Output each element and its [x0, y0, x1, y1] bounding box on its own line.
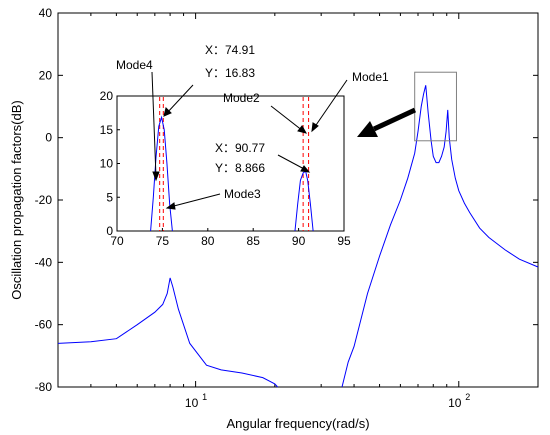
- annotation-arrows: [151, 71, 348, 210]
- x-axis-label: Angular frequency(rad/s): [226, 416, 369, 431]
- inset-x-tick-label: 70: [110, 234, 124, 248]
- x-tick-label: 10: [448, 396, 462, 410]
- x-tick-label-exponent: 2: [465, 392, 470, 402]
- arrow-mode1-head: [311, 122, 319, 133]
- inset-x-tick-label: 95: [337, 234, 351, 248]
- arrow-mode1: [313, 79, 348, 129]
- inset-y-tick-label: 10: [100, 157, 114, 171]
- arrow-mode2-head: [297, 125, 308, 134]
- arrow-peak2: [277, 154, 307, 171]
- arrow-mode4: [151, 71, 157, 178]
- inset-y-tick-label: 15: [100, 123, 114, 137]
- arrow-mode4-head: [152, 171, 160, 182]
- inset-curve-group: [150, 115, 314, 232]
- arrow-mode3: [169, 193, 221, 208]
- selection-box: [414, 71, 457, 142]
- inset-x-tick-label: 80: [201, 234, 215, 248]
- mode3-label: Mode3: [224, 187, 261, 201]
- inset-y-tick-label: 20: [100, 89, 114, 103]
- y-tick-label: 0: [45, 131, 52, 145]
- inset-peak-line-1: [294, 170, 314, 232]
- inset-x-tick-label: 90: [292, 234, 306, 248]
- arrow-peak1: [165, 84, 194, 115]
- arrow-peak1-head: [163, 107, 172, 117]
- inset-y-tick-label: 5: [106, 190, 113, 204]
- x-tick-label-exponent: 1: [202, 392, 207, 402]
- peak2-x-label: X：90.77: [215, 141, 265, 155]
- inset-peak-line-0: [150, 115, 173, 232]
- inset-x-tick-label: 75: [156, 234, 170, 248]
- main-series-line-0: [57, 277, 279, 388]
- zoom-arrow-head: [357, 121, 378, 137]
- y-tick-label: -40: [35, 255, 53, 269]
- peak1-x-label: X：74.91: [205, 43, 255, 57]
- arrow-mode3-head: [165, 202, 176, 210]
- inset-axis-ticks: 70 75 80 85 90 95 0 5 10 15 20: [100, 89, 351, 248]
- inset-plot-frame: [116, 95, 345, 232]
- main-curve-group: [57, 85, 539, 388]
- y-axis-label: Oscillation propagation factors(dB): [9, 100, 24, 299]
- mode1-label: Mode1: [352, 70, 389, 84]
- zoom-arrow-shaft: [372, 107, 417, 132]
- mode2-label: Mode2: [223, 91, 260, 105]
- y-tick-label: -20: [35, 193, 53, 207]
- mode4-label: Mode4: [116, 58, 153, 72]
- inset-mode-markers: [159, 97, 310, 231]
- arrow-peak2-head: [300, 165, 311, 173]
- y-tick-label: 40: [39, 6, 53, 20]
- inset-y-tick-label: 0: [106, 224, 113, 238]
- y-tick-label: -80: [35, 380, 53, 394]
- peak1-y-label: Y：16.83: [205, 66, 255, 80]
- y-tick-label: -60: [35, 318, 53, 332]
- arrow-mode2: [270, 105, 304, 132]
- peak2-y-label: Y：8.866: [215, 161, 265, 175]
- main-series-line-1: [341, 85, 539, 388]
- y-tick-label: 20: [39, 68, 53, 82]
- x-tick-label: 10: [185, 396, 199, 410]
- inset-x-tick-label: 85: [247, 234, 261, 248]
